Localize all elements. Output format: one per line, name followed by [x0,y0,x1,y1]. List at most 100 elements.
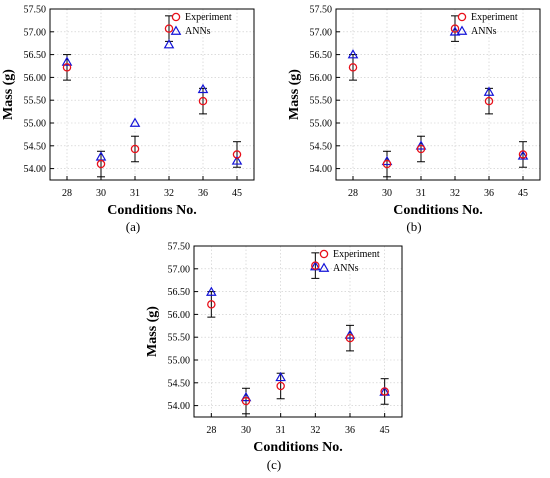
anns-point [231,155,243,165]
legend-experiment-label: Experiment [185,12,232,23]
experiment-point [164,24,174,33]
anns-point [61,56,73,66]
experiment-point [484,96,494,106]
y-tick-label: 55.00 [310,119,333,130]
x-tick-label: 32 [310,425,320,436]
x-tick-label: 28 [62,188,72,199]
experiment-point [207,300,216,309]
legend-anns-marker [456,25,468,35]
y-tick-label: 54.50 [310,141,333,152]
legend-anns-marker [170,25,182,35]
y-tick-label: 55.50 [168,333,191,344]
legend-experiment-marker [457,12,467,22]
anns-point [163,39,175,49]
anns-point [483,86,495,96]
plot-frame [193,245,403,418]
anns-point [197,83,209,94]
chart-panel-1: 54.00 54.50 55.00 55.50 56.00 56.50 57.00 57.50… [1,5,255,234]
y-tick-label: 57.50 [310,5,333,16]
experiment-point [276,381,285,391]
y-axis-title: Mass (g) [145,306,160,357]
x-tick-label: 36 [198,188,208,199]
x-tick-label: 45 [380,425,390,436]
anns-point [275,371,287,382]
y-tick-label: 55.00 [168,356,191,367]
x-tick-label: 36 [484,188,494,199]
experiment-point [241,396,251,406]
y-tick-label: 56.00 [310,73,333,84]
legend-experiment-label: Experiment [333,249,380,260]
x-tick-label: 31 [130,188,140,199]
anns-point [129,117,141,127]
experiment-point [198,96,208,106]
legend-experiment-label: Experiment [471,12,518,23]
anns-point [240,391,252,402]
panel-label: (a) [126,219,140,234]
legend-anns-marker [318,262,330,272]
x-tick-label: 36 [345,425,355,436]
x-tick-label: 31 [416,188,426,199]
y-tick-label: 57.50 [168,242,191,253]
y-axis-title: Mass (g) [1,69,16,120]
y-tick-label: 54.00 [24,164,47,175]
y-tick-label: 54.50 [24,141,47,152]
y-tick-label: 56.50 [310,50,333,61]
y-tick-label: 55.00 [24,119,47,130]
x-axis-title: Conditions No. [107,203,196,218]
x-tick-label: 32 [164,188,174,199]
panel-label: (c) [267,457,281,472]
y-tick-label: 56.00 [24,73,47,84]
experiment-point [311,261,320,270]
x-tick-label: 45 [518,188,528,199]
legend-experiment-marker [171,12,181,22]
y-tick-label: 56.00 [168,310,191,321]
experiment-point [345,333,355,343]
x-axis-title: Conditions No. [393,203,482,218]
legend-anns-label: ANNs [471,26,497,37]
experiment-point [380,387,389,396]
x-tick-label: 30 [382,188,392,199]
x-tick-label: 28 [348,188,358,199]
x-tick-label: 32 [450,188,460,199]
y-axis-title: Mass (g) [287,69,302,120]
plot-frame [335,8,541,181]
anns-point [517,150,529,160]
y-tick-label: 57.00 [310,27,333,38]
experiment-point [382,159,392,169]
experiment-point [96,159,106,169]
legend-experiment-marker [319,249,329,259]
y-tick-label: 56.50 [24,50,47,61]
y-tick-label: 57.00 [168,264,191,275]
x-tick-label: 30 [241,425,251,436]
experiment-point [130,144,140,154]
experiment-point [450,24,460,33]
x-tick-label: 31 [276,425,286,436]
y-tick-label: 55.50 [24,96,47,107]
legend-anns-label: ANNs [333,263,359,274]
experiment-point [232,150,242,159]
anns-point [344,329,356,339]
experiment-point [518,150,528,159]
experiment-point [62,63,72,72]
x-tick-label: 28 [206,425,216,436]
anns-point [415,140,427,150]
y-tick-label: 54.50 [168,378,191,389]
x-tick-label: 30 [96,188,106,199]
y-tick-label: 57.00 [24,27,47,38]
y-tick-label: 56.50 [168,287,191,298]
chart-panel-2: 54.00 54.50 55.00 55.50 56.00 56.50 57.00 57.50… [287,5,541,234]
y-tick-label: 55.50 [310,96,333,107]
panel-label: (b) [406,219,421,234]
anns-point [205,286,217,296]
plot-frame [49,8,255,181]
x-axis-title: Conditions No. [253,440,342,455]
x-tick-label: 45 [232,188,242,199]
chart-panel-3: 54.00 54.50 55.00 55.50 56.00 56.50 57.00 57.50… [145,242,403,472]
experiment-point [348,63,358,72]
legend-anns-label: ANNs [185,26,211,37]
y-tick-label: 54.00 [310,164,333,175]
y-tick-label: 54.00 [168,401,191,412]
anns-point [347,49,359,59]
y-tick-label: 57.50 [24,5,47,16]
